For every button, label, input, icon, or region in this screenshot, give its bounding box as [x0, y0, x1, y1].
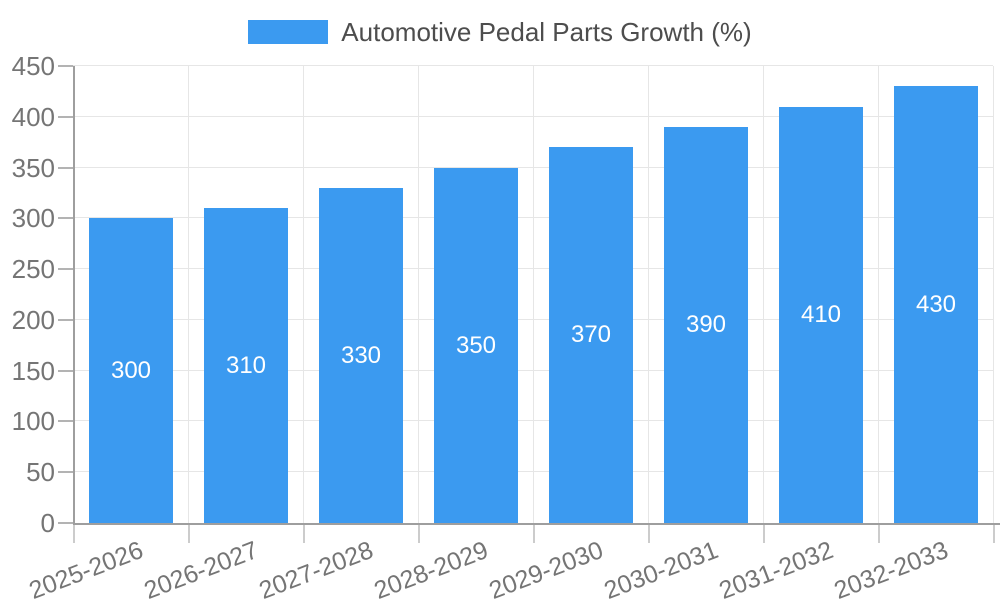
y-axis-tick — [58, 167, 73, 169]
x-axis-tick — [418, 523, 420, 543]
y-axis-tick — [58, 420, 73, 422]
y-axis-tick — [58, 217, 73, 219]
x-tick-label: 2031-2032 — [715, 536, 838, 600]
x-gridline — [763, 66, 764, 523]
x-tick-label: 2032-2033 — [830, 536, 953, 600]
y-axis-tick — [58, 268, 73, 270]
y-axis-tick — [58, 65, 73, 67]
y-axis-line — [73, 66, 75, 523]
y-tick-label: 0 — [40, 508, 55, 538]
x-gridline — [878, 66, 879, 523]
x-gridline — [188, 66, 189, 523]
x-tick-label: 2029-2030 — [485, 536, 608, 600]
y-axis-tick — [58, 116, 73, 118]
x-axis-tick — [303, 523, 305, 543]
y-axis-tick — [58, 370, 73, 372]
x-tick-label: 2028-2029 — [370, 536, 493, 600]
y-tick-label: 250 — [11, 254, 55, 284]
bar-value-label: 410 — [800, 301, 842, 328]
y-axis-tick — [58, 471, 73, 473]
y-tick-label: 50 — [26, 457, 55, 487]
bar-value-label: 370 — [570, 321, 612, 348]
x-axis-tick — [763, 523, 765, 543]
bar-value-label: 430 — [915, 291, 957, 318]
x-tick-label: 2030-2031 — [600, 536, 723, 600]
bar[interactable] — [664, 127, 748, 523]
bar[interactable] — [89, 218, 173, 523]
y-tick-label: 350 — [11, 153, 55, 183]
x-tick-label: 2025-2026 — [25, 536, 148, 600]
bar-value-label: 330 — [340, 342, 382, 369]
bar[interactable] — [779, 107, 863, 523]
bar[interactable] — [319, 188, 403, 523]
x-axis-tick — [878, 523, 880, 543]
x-gridline — [993, 66, 994, 523]
bar-value-label: 300 — [110, 357, 152, 384]
x-axis-tick — [188, 523, 190, 543]
x-axis-tick — [533, 523, 535, 543]
y-gridline — [73, 65, 993, 66]
x-tick-label: 2026-2027 — [140, 536, 263, 600]
x-axis-tick — [993, 523, 995, 543]
y-tick-label: 450 — [11, 51, 55, 81]
y-tick-label: 400 — [11, 102, 55, 132]
y-tick-label: 200 — [11, 305, 55, 335]
x-gridline — [303, 66, 304, 523]
bar[interactable] — [549, 147, 633, 523]
x-gridline — [648, 66, 649, 523]
y-axis-tick — [58, 319, 73, 321]
chart-legend: Automotive Pedal Parts Growth (%) — [0, 17, 1000, 47]
x-tick-label: 2027-2028 — [255, 536, 378, 600]
x-axis-tick — [648, 523, 650, 543]
bar[interactable] — [894, 86, 978, 523]
bar-value-label: 390 — [685, 311, 727, 338]
bar-value-label: 350 — [455, 332, 497, 359]
y-axis-tick — [58, 522, 73, 524]
bar[interactable] — [434, 168, 518, 523]
y-tick-label: 150 — [11, 356, 55, 386]
y-tick-label: 100 — [11, 406, 55, 436]
bar[interactable] — [204, 208, 288, 523]
bar-value-label: 310 — [225, 352, 267, 379]
y-tick-label: 300 — [11, 203, 55, 233]
x-gridline — [418, 66, 419, 523]
legend-swatch[interactable] — [248, 20, 329, 44]
legend-label[interactable]: Automotive Pedal Parts Growth (%) — [341, 17, 752, 47]
x-axis-line — [73, 523, 1000, 525]
x-axis-tick — [73, 523, 75, 543]
x-gridline — [533, 66, 534, 523]
